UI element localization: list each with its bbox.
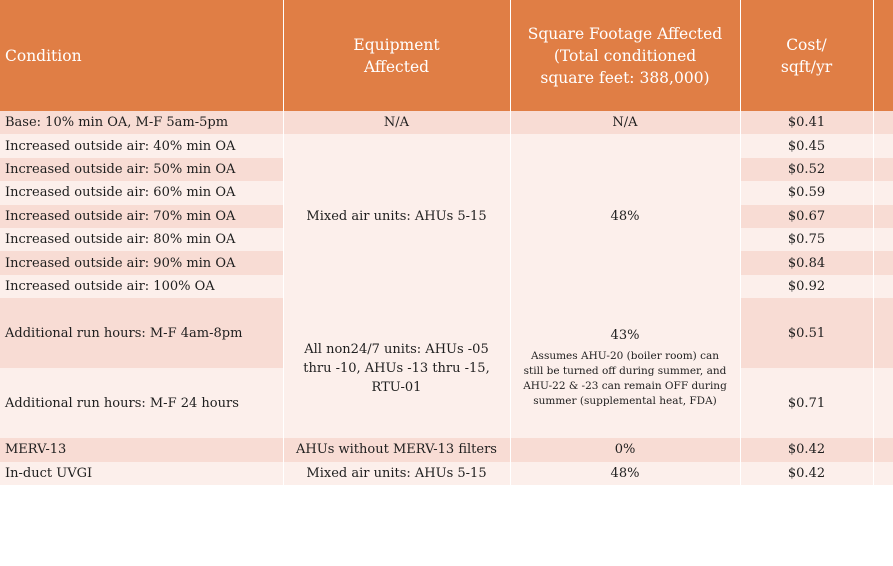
spacer-cell (873, 368, 893, 439)
spacer-cell (873, 438, 893, 462)
cost-cell: $0.51 (740, 298, 874, 369)
table-row: Increased outside air: 40% min OA Mixed … (0, 134, 893, 299)
square-percent: 43% (610, 327, 640, 343)
equipment-cell: Mixed air units: AHUs 5-15 (283, 134, 511, 299)
header-cost: Cost/ sqft/yr (740, 0, 874, 111)
equipment-cell: Mixed air units: AHUs 5-15 (283, 461, 511, 485)
condition-cell: Additional run hours: M-F 24 hours (0, 368, 284, 439)
spacer-cell (873, 461, 893, 485)
cost-cell: $0.67 (740, 204, 874, 228)
cost-cell: $0.71 (740, 368, 874, 439)
table-row: Increased outside air: 100% OA $0.92 (0, 274, 893, 299)
cost-cell: $0.84 (740, 251, 874, 275)
table-row: Increased outside air: 90% min OA $0.84 (0, 251, 893, 275)
square-cell: 48% (510, 461, 741, 485)
cost-cell: $0.42 (740, 438, 874, 462)
spacer-cell (873, 157, 893, 182)
condition-cell: In-duct UVGI (0, 461, 284, 485)
spacer-cell (873, 298, 893, 369)
spacer-cell (873, 251, 893, 275)
spacer-cell (873, 111, 893, 135)
header-row: Condition Equipment Affected Square Foot… (0, 0, 893, 111)
condition-cell: Increased outside air: 80% min OA (0, 227, 284, 252)
square-cell: 43% Assumes AHU-20 (boiler room) can sti… (510, 298, 741, 439)
table-row: MERV-13 AHUs without MERV-13 filters 0% … (0, 438, 893, 462)
header-condition: Condition (0, 0, 284, 111)
table-row: Base: 10% min OA, M-F 5am-5pm N/A N/A $0… (0, 111, 893, 135)
table-row: Additional run hours: M-F 4am-8pm All no… (0, 298, 893, 439)
equipment-cell: AHUs without MERV-13 filters (283, 438, 511, 462)
cost-cell: $0.42 (740, 461, 874, 485)
table-row: Increased outside air: 80% min OA $0.75 (0, 227, 893, 252)
condition-cell: Base: 10% min OA, M-F 5am-5pm (0, 111, 284, 135)
table-row: Increased outside air: 60% min OA $0.59 (0, 181, 893, 205)
condition-cell: Increased outside air: 40% min OA (0, 134, 284, 158)
square-note: Assumes AHU-20 (boiler room) can still b… (523, 349, 727, 407)
header-square-footage: Square Footage Affected (Total condition… (510, 0, 741, 111)
header-spacer (873, 0, 893, 111)
square-cell: N/A (510, 111, 741, 135)
cost-cell: $0.52 (740, 157, 874, 182)
condition-cell: Additional run hours: M-F 4am-8pm (0, 298, 284, 369)
cost-table: Condition Equipment Affected Square Foot… (0, 0, 893, 485)
square-cell: 48% (510, 134, 741, 299)
equipment-cell: All non24/7 units: AHUs -05 thru -10, AH… (283, 298, 511, 439)
condition-cell: Increased outside air: 100% OA (0, 274, 284, 299)
cost-cell: $0.45 (740, 134, 874, 158)
condition-cell: Increased outside air: 90% min OA (0, 251, 284, 275)
table-row: In-duct UVGI Mixed air units: AHUs 5-15 … (0, 461, 893, 485)
square-cell: 0% (510, 438, 741, 462)
table-row: Additional run hours: M-F 24 hours $0.71 (0, 368, 893, 439)
equipment-cell: N/A (283, 111, 511, 135)
header-equipment: Equipment Affected (283, 0, 511, 111)
spacer-cell (873, 274, 893, 299)
table-row: Increased outside air: 70% min OA $0.67 (0, 204, 893, 228)
cost-cell: $0.59 (740, 181, 874, 205)
condition-cell: MERV-13 (0, 438, 284, 462)
spacer-cell (873, 134, 893, 158)
condition-cell: Increased outside air: 70% min OA (0, 204, 284, 228)
spacer-cell (873, 227, 893, 252)
spacer-cell (873, 204, 893, 228)
spacer-cell (873, 181, 893, 205)
cost-cell: $0.92 (740, 274, 874, 299)
cost-cell: $0.75 (740, 227, 874, 252)
condition-cell: Increased outside air: 60% min OA (0, 181, 284, 205)
condition-cell: Increased outside air: 50% min OA (0, 157, 284, 182)
cost-cell: $0.41 (740, 111, 874, 135)
